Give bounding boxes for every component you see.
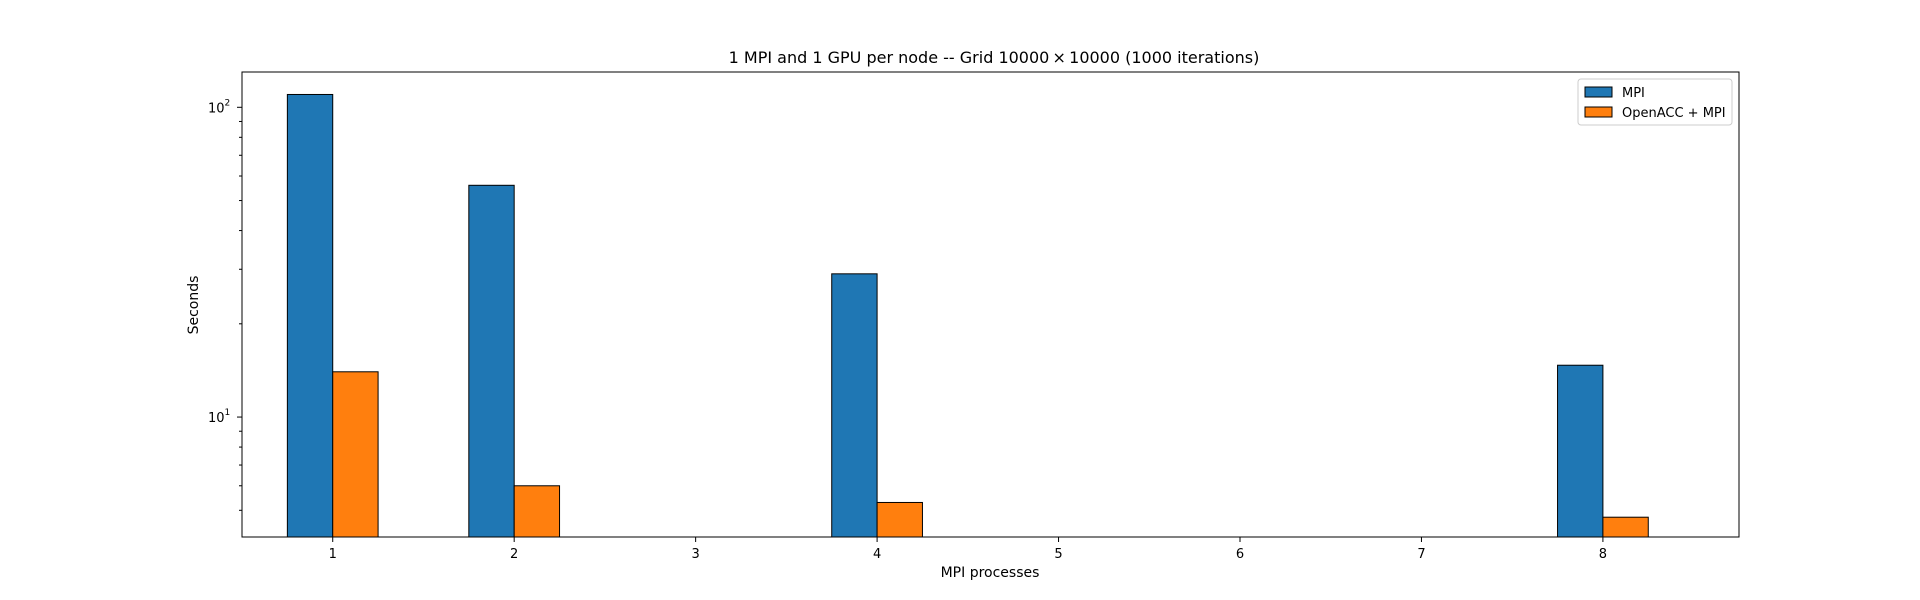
- x-tick-label-1: 1: [329, 547, 337, 562]
- legend-swatch-mpi: [1584, 86, 1613, 98]
- legend-label-openacc-mpi: OpenACC + MPI: [1622, 106, 1726, 121]
- y-axis-title: Seconds: [186, 276, 202, 335]
- bar-mpi-2: [468, 184, 515, 538]
- bars-layer: [286, 93, 1649, 538]
- chart-title: 1 MPI and 1 GPU per node -- Grid 10000 ×…: [729, 48, 1260, 67]
- x-axis: 1 2 3 4 5 6 7 8: [329, 537, 1607, 562]
- x-tick-label-3: 3: [691, 547, 699, 562]
- bar-openacc-mpi-8: [1602, 516, 1649, 538]
- legend-box: [1577, 78, 1733, 126]
- plot-frame: [241, 71, 1740, 538]
- x-tick-label-5: 5: [1054, 547, 1062, 562]
- x-tick-label-8: 8: [1599, 547, 1607, 562]
- y-tick-label-10: 101: [208, 408, 230, 426]
- legend-swatch-openacc-mpi: [1584, 106, 1613, 118]
- bar-openacc-mpi-2: [513, 485, 561, 538]
- bar-mpi-8: [1557, 364, 1604, 538]
- x-axis-title: MPI processes: [941, 565, 1040, 581]
- x-tick-label-4: 4: [873, 547, 881, 562]
- bar-mpi-4: [831, 273, 878, 538]
- bar-mpi-1: [286, 93, 334, 538]
- x-tick-label-6: 6: [1236, 547, 1244, 562]
- y-axis: 101 102: [208, 98, 242, 511]
- y-tick-label-100: 102: [208, 98, 230, 116]
- x-tick-label-7: 7: [1417, 547, 1425, 562]
- legend-label-mpi: MPI: [1622, 86, 1645, 101]
- bar-openacc-mpi-4: [876, 501, 923, 538]
- x-tick-label-2: 2: [510, 547, 518, 562]
- bar-openacc-mpi-1: [332, 371, 379, 538]
- legend: MPI OpenACC + MPI: [1577, 78, 1733, 126]
